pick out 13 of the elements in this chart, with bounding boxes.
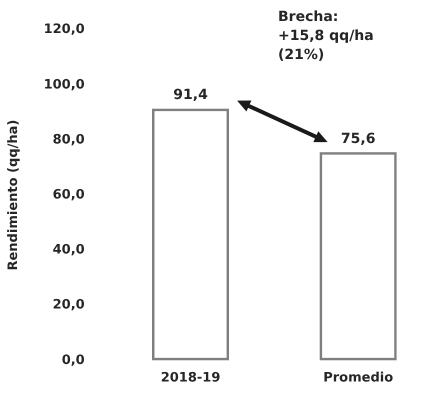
y-tick-label: 20,0 xyxy=(52,298,85,313)
x-tick-label: 2018-19 xyxy=(160,370,220,386)
data-label: 91,4 xyxy=(173,87,208,104)
y-tick-label: 80,0 xyxy=(52,132,85,148)
y-tick-label: 40,0 xyxy=(52,242,85,258)
y-tick-label: 0,0 xyxy=(62,352,85,368)
annotation: Brecha: +15,8 qq/ha (21%) xyxy=(278,8,374,65)
x-tick-label: Promedio xyxy=(323,370,394,386)
data-label: 75,6 xyxy=(340,130,376,147)
y-axis-title: Rendimiento (qq/ha) xyxy=(6,120,22,271)
y-tick-label: 120,0 xyxy=(44,22,85,38)
y-tick-label: 100,0 xyxy=(44,77,85,92)
y-tick-label: 60,0 xyxy=(52,187,85,202)
